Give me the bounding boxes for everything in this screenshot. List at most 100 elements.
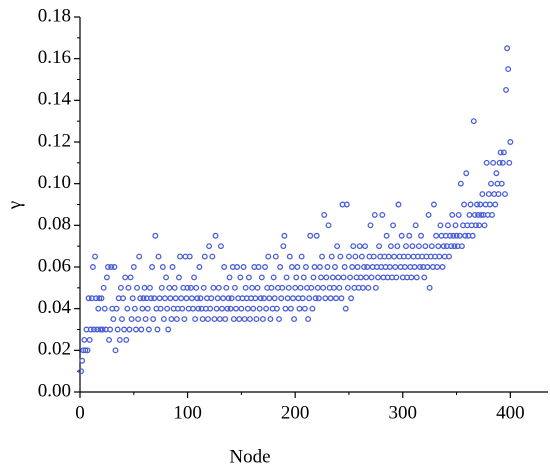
point [439, 264, 446, 270]
point [354, 264, 361, 270]
point [120, 295, 126, 302]
point [224, 305, 231, 312]
point [139, 305, 146, 312]
point [338, 295, 345, 302]
point [241, 316, 248, 323]
point [194, 295, 201, 302]
point [488, 180, 494, 187]
point [461, 201, 468, 208]
point [100, 284, 107, 291]
point [145, 326, 152, 333]
point [259, 316, 266, 323]
point [240, 264, 247, 270]
point [164, 305, 171, 312]
point [216, 316, 223, 323]
point [328, 253, 335, 260]
point [106, 336, 112, 343]
point [95, 305, 102, 312]
point [403, 243, 409, 250]
point [361, 264, 367, 270]
point [108, 264, 115, 270]
x-tick-label: 0 [75, 402, 85, 423]
point [119, 316, 125, 323]
point [433, 232, 440, 239]
point [298, 253, 305, 260]
point [200, 284, 207, 291]
point [383, 232, 390, 239]
point [234, 264, 241, 270]
point [446, 253, 452, 260]
point [87, 326, 94, 333]
point [149, 264, 156, 270]
point [130, 264, 137, 270]
point [502, 191, 508, 198]
point [267, 316, 274, 323]
point [449, 211, 456, 218]
point [271, 295, 278, 302]
x-tick-label: 400 [496, 402, 525, 423]
point [293, 274, 300, 281]
point [219, 305, 225, 312]
point [256, 305, 263, 312]
point [456, 232, 463, 239]
point [447, 232, 454, 239]
point [92, 253, 99, 260]
point [496, 159, 503, 166]
point [278, 295, 285, 302]
point [329, 274, 336, 281]
point [222, 316, 229, 323]
point [469, 232, 476, 239]
point [343, 201, 350, 208]
point [199, 316, 206, 323]
point [191, 274, 197, 281]
point [393, 274, 400, 281]
point [237, 274, 244, 281]
y-tick-label: 0.16 [38, 47, 71, 68]
point [268, 284, 275, 291]
point [172, 295, 179, 302]
point [126, 326, 133, 333]
point [415, 243, 422, 250]
point [272, 253, 279, 260]
point [450, 232, 457, 239]
point [215, 284, 222, 291]
point [424, 264, 431, 270]
point [247, 316, 253, 323]
point [477, 201, 484, 208]
point [176, 274, 182, 281]
point [302, 264, 309, 270]
point [320, 284, 327, 291]
point [154, 326, 161, 333]
point [325, 222, 332, 229]
y-tick-label: 0.10 [38, 172, 71, 193]
point [173, 316, 180, 323]
point [101, 305, 108, 312]
point [319, 253, 326, 260]
point [81, 336, 88, 343]
point [207, 305, 214, 312]
point [308, 284, 315, 291]
point [307, 232, 314, 239]
point [116, 336, 123, 343]
point [313, 232, 320, 239]
point [418, 232, 424, 239]
point [341, 264, 348, 270]
point [489, 211, 496, 218]
point [206, 243, 213, 250]
point [497, 149, 504, 156]
point [426, 284, 433, 291]
point [214, 295, 221, 302]
point [371, 211, 378, 218]
point [223, 284, 230, 291]
point [499, 159, 506, 166]
point [146, 284, 153, 291]
point [84, 347, 91, 354]
point [253, 316, 260, 323]
point [452, 222, 459, 229]
point [344, 284, 351, 291]
point [476, 222, 483, 229]
point [296, 305, 303, 312]
point [165, 326, 172, 333]
point [463, 170, 470, 177]
